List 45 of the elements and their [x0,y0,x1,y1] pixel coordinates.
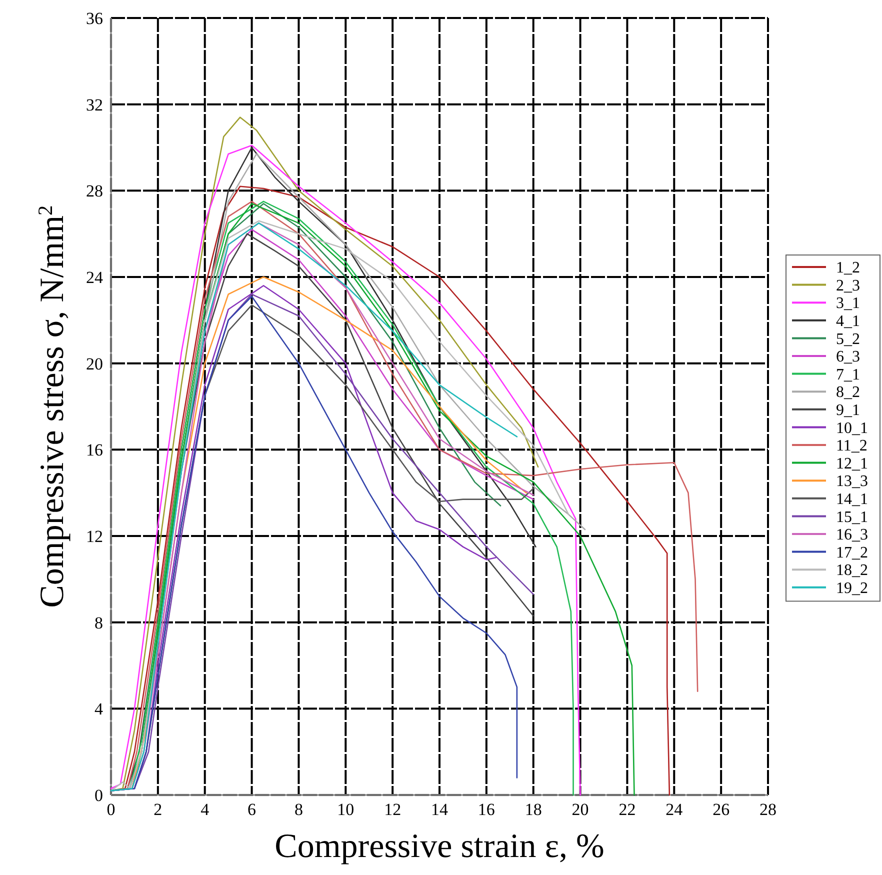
legend-label: 3_1 [836,295,860,312]
y-tick-label: 16 [86,440,103,460]
legend-label: 12_1 [836,455,868,472]
x-tick-label: 12 [384,800,402,819]
x-tick-label: 26 [712,800,730,819]
legend-label: 19_2 [836,580,868,597]
x-tick-label: 2 [154,800,162,819]
x-tick-label: 4 [200,800,210,819]
y-tick-label: 8 [94,613,103,632]
x-tick-label: 14 [431,800,448,819]
y-tick-label: 4 [94,700,104,719]
x-tick-label: 16 [478,800,495,819]
x-tick-label: 0 [106,800,116,819]
x-axis-title: Compressive strain ε, % [274,828,604,865]
legend-label: 16_3 [836,526,868,544]
legend-label: 7_1 [836,366,860,384]
legend-label: 4_1 [836,313,860,330]
y-tick-label: 20 [86,354,103,374]
legend-label: 6_3 [836,348,860,366]
x-tick-label: 18 [524,800,542,819]
y-tick-label: 24 [86,268,104,287]
legend-label: 11_2 [836,438,868,455]
legend-label: 10_1 [836,420,868,437]
legend-label: 5_2 [836,330,860,348]
y-tick-label: 36 [86,8,103,28]
legend-label: 1_2 [836,260,860,277]
legend-label: 15_1 [836,508,868,526]
y-tick-label: 0 [94,786,103,805]
x-tick-label: 10 [337,800,354,819]
legend-label: 13_3 [836,473,868,490]
legend-label: 8_2 [836,384,860,402]
x-tick-label: 6 [248,800,256,819]
x-tick-label: 22 [618,800,636,819]
legend-label: 9_1 [836,402,860,419]
legend-label: 2_3 [836,277,860,294]
legend-label: 18_2 [836,562,868,580]
legend-label: 17_2 [836,544,868,562]
y-tick-label: 12 [86,526,103,546]
x-tick-label: 8 [294,800,303,819]
x-tick-label: 20 [572,800,589,819]
y-tick-label: 32 [86,95,103,114]
y-tick-label: 28 [86,182,103,201]
legend-label: 14_1 [836,491,868,508]
x-tick-label: 24 [666,800,684,819]
x-tick-label: 28 [760,800,776,819]
